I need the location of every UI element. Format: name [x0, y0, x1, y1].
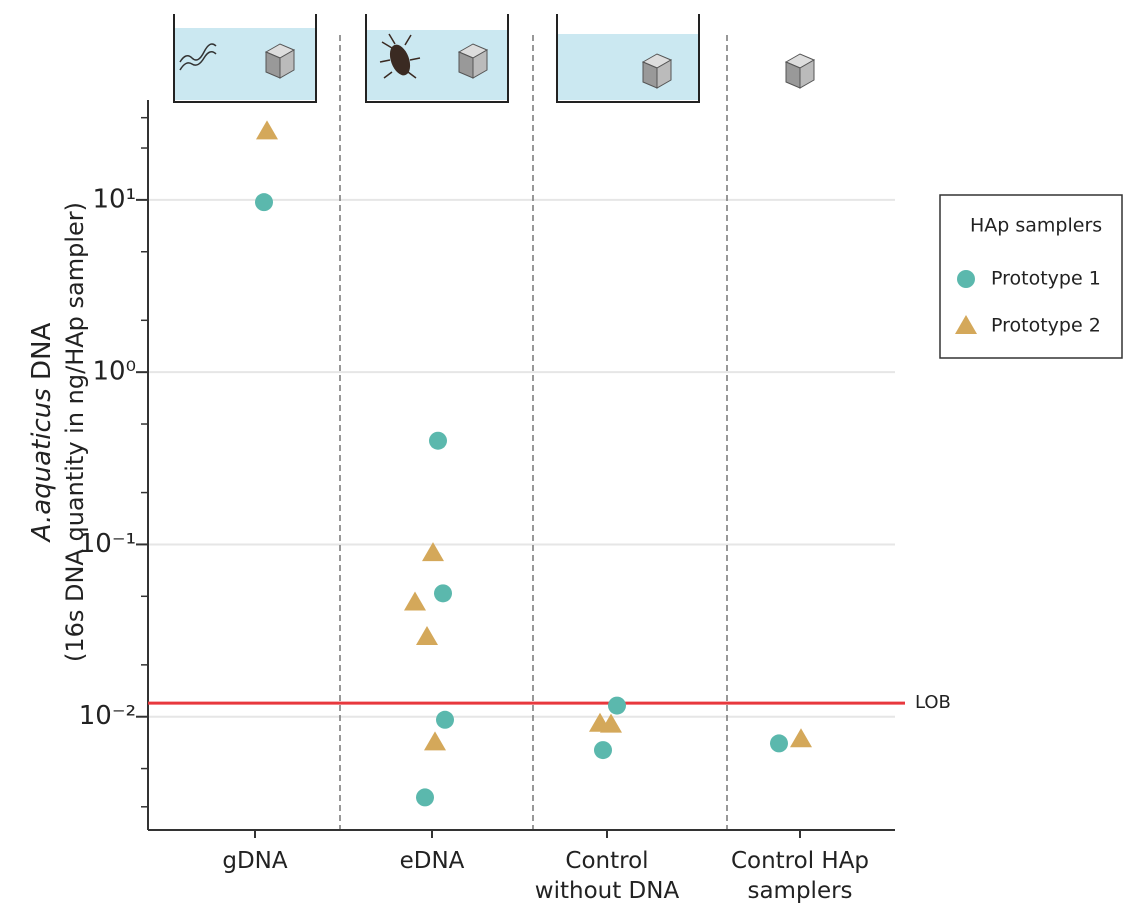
y-axis-label-unit: DNA — [27, 322, 57, 379]
x-tick-label: eDNA — [399, 848, 465, 874]
legend-title: HAp samplers — [970, 215, 1102, 237]
data-point — [424, 731, 446, 751]
y-axis-label-species: A.aquaticus — [27, 388, 57, 543]
data-point — [770, 734, 788, 753]
legend-label: Prototype 1 — [991, 268, 1101, 290]
data-point — [434, 584, 452, 603]
x-tick-label: Control without DNA — [534, 848, 680, 904]
y-tick-label: 10¹ — [92, 184, 136, 214]
data-point — [416, 626, 438, 646]
x-tick-label: Control HAp samplers — [730, 848, 870, 904]
lob-label: LOB — [915, 692, 951, 713]
data-point — [416, 788, 434, 807]
y-tick-label: 10⁻² — [79, 701, 136, 731]
data-point — [255, 193, 273, 212]
y-axis-label-detail: (16s DNA quantity in ng/HAp sampler) — [61, 202, 89, 662]
legend-marker — [957, 270, 975, 288]
data-point — [600, 713, 622, 733]
data-point — [422, 542, 444, 562]
y-tick-label: 10⁻¹ — [79, 529, 136, 559]
x-tick-label: gDNA — [222, 848, 288, 874]
y-axis-label: A.aquaticus DNA — [27, 322, 57, 543]
data-point — [594, 741, 612, 760]
data-point — [608, 696, 626, 715]
legend-marker — [955, 315, 977, 334]
icons — [173, 14, 815, 103]
data-point — [790, 728, 812, 748]
data-point — [256, 120, 278, 140]
data-point — [436, 710, 454, 729]
data-point — [429, 431, 447, 450]
legend-label: Prototype 2 — [991, 315, 1101, 337]
y-tick-label: 10⁰ — [92, 357, 136, 387]
data-point — [404, 591, 426, 611]
